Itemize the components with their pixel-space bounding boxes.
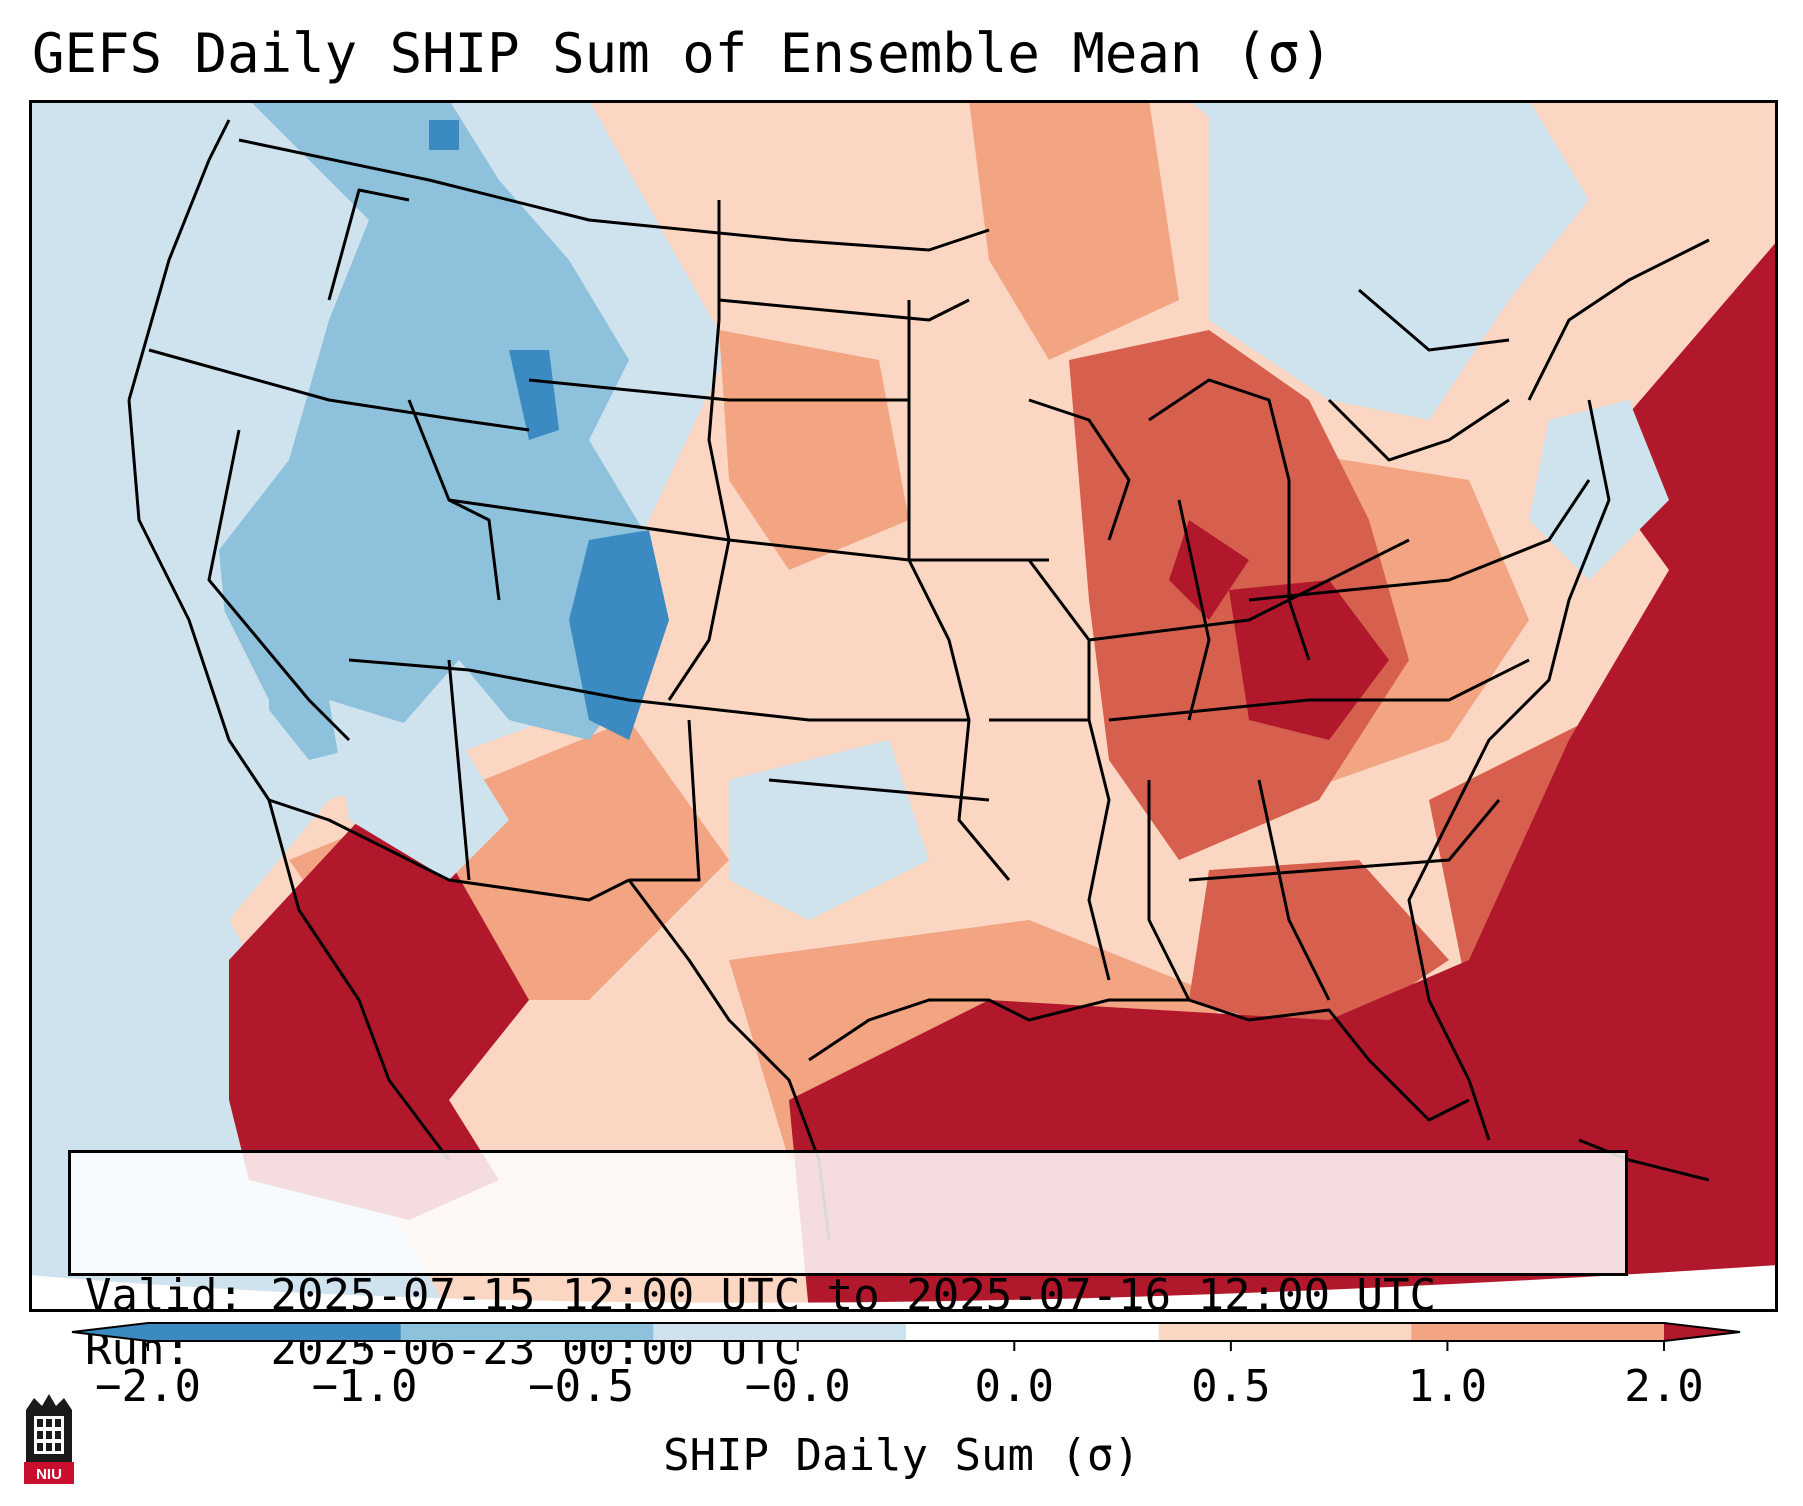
- colorbar-tick-label: 1.0: [1407, 1361, 1488, 1412]
- map-border: [29, 100, 1778, 1312]
- map-title: GEFS Daily SHIP Sum of Ensemble Mean (σ): [32, 22, 1333, 85]
- logo-text: NIU: [36, 1466, 62, 1483]
- colorbar-tick-label: −2.0: [95, 1361, 201, 1412]
- colorbar-tick-label: 0.0: [974, 1361, 1055, 1412]
- map-panel: [29, 100, 1778, 1312]
- state-boundaries: [127, 119, 1710, 1241]
- off-domain-mask: [29, 1265, 1778, 1312]
- field-region-strong-positive: [279, 330, 1629, 1080]
- niu-logo: NIU: [22, 1392, 76, 1486]
- colorbar-tick-label: 2.0: [1624, 1361, 1704, 1412]
- valid-value: 2025-07-15 12:00 UTC to 2025-07-16 12:00…: [270, 1270, 1437, 1321]
- ship-field-map: [29, 100, 1778, 1312]
- colorbar-tick-label: 0.5: [1191, 1361, 1271, 1412]
- colorbar-extend-high: [1664, 1323, 1740, 1341]
- field-region-strong-negative: [429, 120, 669, 740]
- colorbar-tick-label: −0.0: [744, 1361, 851, 1412]
- field-region-moderate-negative: [219, 100, 649, 760]
- valid-run-info: Valid: 2025-07-15 12:00 UTC to 2025-07-1…: [68, 1150, 1628, 1375]
- colorbar-label: SHIP Daily Sum (σ): [663, 1430, 1140, 1481]
- colorbar-tick-label: −0.5: [528, 1361, 635, 1412]
- valid-label: Valid:: [85, 1270, 244, 1321]
- field-region-extreme-positive: [229, 240, 1778, 1312]
- colorbar-tick-label: −1.0: [311, 1361, 418, 1412]
- valid-row: Valid: 2025-07-15 12:00 UTC to 2025-07-1…: [85, 1269, 1611, 1323]
- university-tower-icon: NIU: [24, 1394, 74, 1484]
